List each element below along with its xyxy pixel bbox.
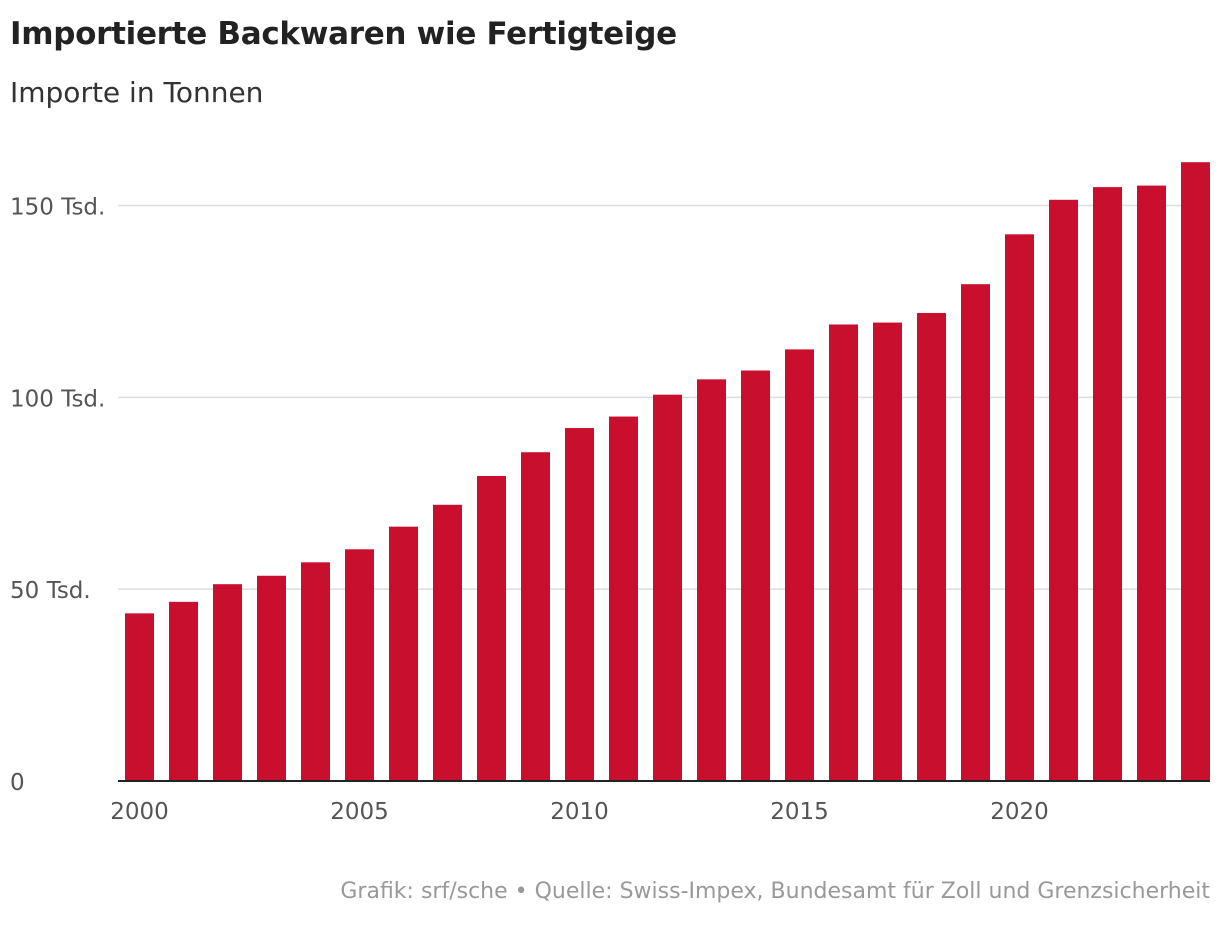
bar-2010	[565, 428, 594, 781]
bar-2018	[917, 312, 946, 781]
bar-2001	[169, 601, 198, 781]
x-tick-label: 2010	[550, 799, 609, 825]
bar-2007	[433, 504, 462, 781]
source-credit: Grafik: srf/sche • Quelle: Swiss-Impex, …	[340, 879, 1210, 904]
y-tick-label: 100 Tsd.	[10, 386, 105, 412]
bar-2016	[829, 324, 858, 781]
bar-2003	[257, 575, 286, 781]
bar-2019	[961, 284, 990, 781]
bar-2008	[477, 476, 506, 781]
bar-2005	[345, 549, 374, 781]
y-axis-ticks: 0 50 Tsd. 100 Tsd. 150 Tsd.	[10, 195, 105, 796]
bar-2017	[873, 322, 902, 781]
chart-subtitle: Importe in Tonnen	[10, 76, 264, 109]
bar-2009	[521, 452, 550, 781]
y-tick-label: 50 Tsd.	[10, 578, 91, 604]
bar-2021	[1049, 199, 1078, 782]
bar-2024	[1181, 162, 1210, 781]
bar-2022	[1093, 187, 1122, 781]
x-tick-label: 2005	[330, 799, 389, 825]
bar-2015	[785, 349, 814, 781]
bar-2023	[1137, 185, 1166, 781]
chart-title: Importierte Backwaren wie Fertigteige	[10, 16, 677, 52]
bar-2012	[653, 394, 682, 781]
bar-2014	[741, 370, 770, 781]
y-tick-label: 0	[10, 770, 25, 796]
bar-2002	[213, 584, 242, 781]
bar-2020	[1005, 234, 1034, 781]
x-axis-ticks: 2000 2005 2010 2015 2020	[110, 799, 1049, 825]
bars	[125, 162, 1210, 782]
y-tick-label: 150 Tsd.	[10, 195, 105, 221]
x-tick-label: 2015	[770, 799, 829, 825]
x-tick-label: 2020	[990, 799, 1049, 825]
bar-2011	[609, 416, 638, 781]
bar-2006	[389, 526, 418, 781]
bar-2000	[125, 613, 154, 781]
x-tick-label: 2000	[110, 799, 169, 825]
bar-2004	[301, 562, 330, 781]
bar-2013	[697, 379, 726, 781]
